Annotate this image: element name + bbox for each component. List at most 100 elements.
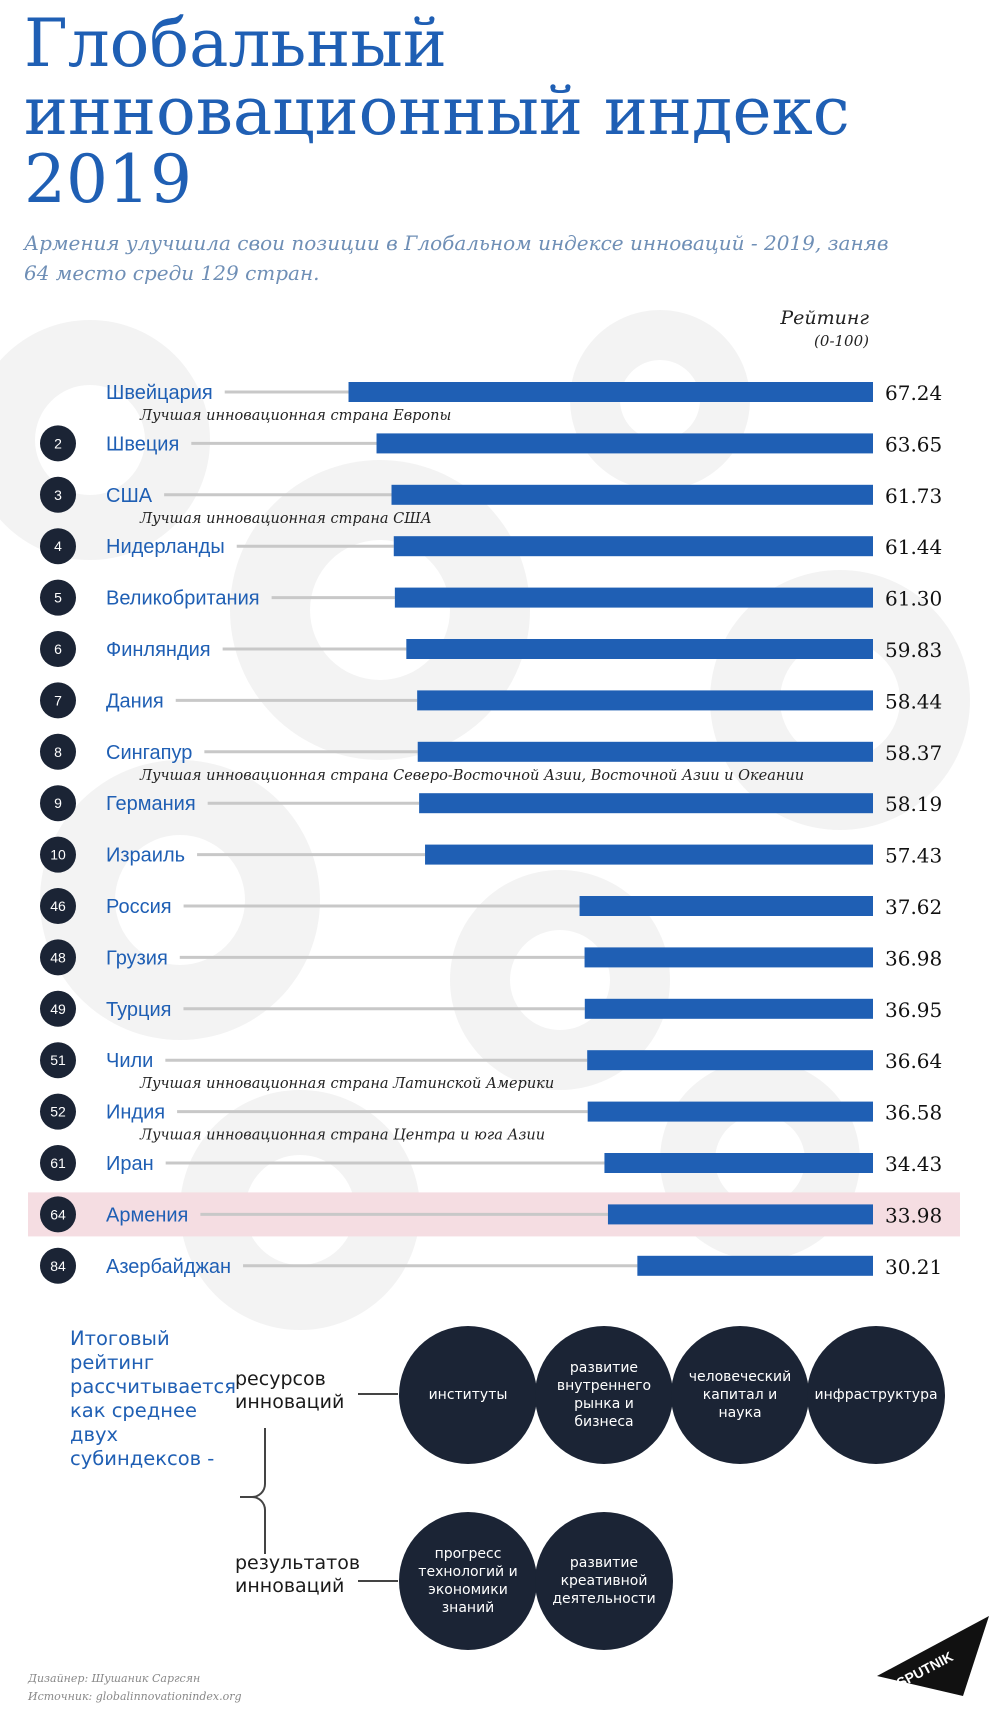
value-label: 61.44: [885, 535, 942, 559]
resource-institutions-circle: институты: [399, 1326, 537, 1464]
results-connector: [358, 1580, 398, 1582]
country-annotation: Лучшая инновационная страна Северо-Восто…: [139, 768, 804, 784]
country-annotation: Лучшая инновационная страна Центра и юга…: [139, 1128, 545, 1144]
designer-credit: Дизайнер: Шушаник Саргсян: [28, 1672, 201, 1685]
country-label: Иран: [106, 1153, 154, 1175]
rank-number: 48: [50, 949, 66, 965]
methodology-note: Итоговый рейтинг рассчитывается как сред…: [70, 1327, 236, 1470]
rank-number: 4: [54, 538, 62, 554]
value-label: 58.44: [885, 689, 942, 713]
value-label: 59.83: [885, 638, 942, 662]
rank-badge: [40, 1145, 76, 1181]
country-label: Германия: [106, 793, 196, 815]
country-label: Азербайджан: [106, 1256, 231, 1278]
country-label: Израиль: [106, 845, 185, 867]
bar: [348, 382, 873, 402]
country-label: Великобритания: [106, 588, 260, 610]
rank-number: 2: [54, 435, 62, 451]
value-label: 36.98: [885, 946, 942, 970]
value-label: 61.30: [885, 587, 942, 611]
rank-badge: [40, 1042, 76, 1079]
rank-badge: [40, 1196, 76, 1233]
rank-badge: [40, 476, 76, 513]
country-label: Грузия: [106, 947, 168, 969]
rank-badge: [40, 579, 76, 616]
page-subtitle: Армения улучшила свои позиции в Глобальн…: [24, 231, 889, 285]
ranking-bar-chart: Швейцария 67.24 Лучшая инновационная стран…: [28, 381, 960, 1284]
value-label: 58.19: [885, 792, 942, 816]
country-label: Нидерланды: [106, 536, 225, 558]
brace-top: [240, 1428, 266, 1498]
resource-infrastructure-circle: инфраструктура: [807, 1326, 945, 1464]
rating-label: Рейтинг: [780, 307, 869, 329]
bar: [604, 1153, 873, 1173]
country-label: Финляндия: [106, 639, 211, 661]
bar: [584, 947, 873, 968]
country-annotation: Лучшая инновационная страна США: [139, 511, 432, 527]
bar: [393, 536, 873, 557]
bar: [417, 741, 873, 762]
country-label: Швейцария: [106, 382, 213, 404]
bar: [376, 433, 873, 454]
rank-badge: [40, 631, 76, 667]
rank-badge: [40, 682, 76, 719]
bar: [607, 1204, 873, 1225]
bar: [417, 690, 873, 711]
results-label: результатов инноваций: [235, 1552, 361, 1597]
bar: [391, 484, 873, 505]
value-label: 36.58: [885, 1101, 942, 1125]
rank-badge: [40, 528, 76, 565]
value-label: 36.95: [885, 998, 942, 1022]
resource-market-circle: развитие внутреннего рынка и бизнеса: [535, 1326, 673, 1464]
value-label: 34.43: [885, 1152, 942, 1176]
bar: [579, 896, 873, 916]
country-label: Индия: [106, 1102, 165, 1124]
rank-number: 5: [54, 590, 62, 606]
rank-badge: [40, 785, 76, 822]
bar: [394, 587, 873, 608]
resources-label: ресурсов инноваций: [235, 1368, 345, 1413]
rank-number: 9: [54, 795, 62, 811]
bar: [425, 844, 873, 865]
rank-badge: [40, 1247, 76, 1284]
bar: [587, 1050, 873, 1071]
brace-bottom: [240, 1496, 266, 1554]
resource-human-capital-circle: человеческий капитал и наука: [671, 1326, 809, 1464]
bar: [584, 998, 873, 1019]
value-label: 61.73: [885, 484, 942, 508]
value-label: 57.43: [885, 844, 942, 868]
rank-number: 3: [54, 487, 62, 503]
result-knowledge-circle: прогресс технологий и экономики знаний: [399, 1512, 537, 1650]
rank-number: 46: [50, 898, 66, 914]
rank-number: 61: [50, 1155, 66, 1171]
rank-badge: [40, 836, 76, 873]
country-label: Дания: [106, 690, 164, 712]
result-creative-circle: развитие креативной деятельности: [535, 1512, 673, 1650]
country-label: Россия: [106, 896, 172, 918]
country-label: Чили: [106, 1050, 153, 1072]
rank-badge: [40, 939, 76, 976]
rank-badge: [40, 1093, 76, 1130]
country-annotation: Лучшая инновационная страна Европы: [139, 408, 451, 424]
rank-number: 7: [54, 692, 62, 708]
value-label: 58.37: [885, 741, 942, 765]
source-credit: Источник: globalinnovationindex.org: [28, 1690, 242, 1703]
rank-number: 64: [50, 1206, 66, 1222]
rank-number: 51: [50, 1052, 66, 1068]
bar: [637, 1255, 873, 1276]
bar: [587, 1101, 873, 1122]
value-label: 30.21: [885, 1255, 942, 1279]
country-label: США: [106, 485, 153, 507]
rank-number: 6: [54, 641, 62, 657]
country-label: Сингапур: [106, 742, 192, 764]
country-annotation: Лучшая инновационная страна Латинской Ам…: [139, 1076, 554, 1092]
rank-badge: [40, 990, 76, 1027]
rank-badge: [40, 888, 76, 924]
rank-number: 10: [50, 847, 66, 863]
rating-scale: (0-100): [814, 332, 869, 350]
sputnik-logo: SPUTNIK: [877, 1616, 989, 1696]
rank-number: 49: [50, 1001, 66, 1017]
bar: [419, 793, 873, 814]
country-label: Швеция: [106, 433, 179, 455]
rank-number: 52: [50, 1104, 66, 1120]
